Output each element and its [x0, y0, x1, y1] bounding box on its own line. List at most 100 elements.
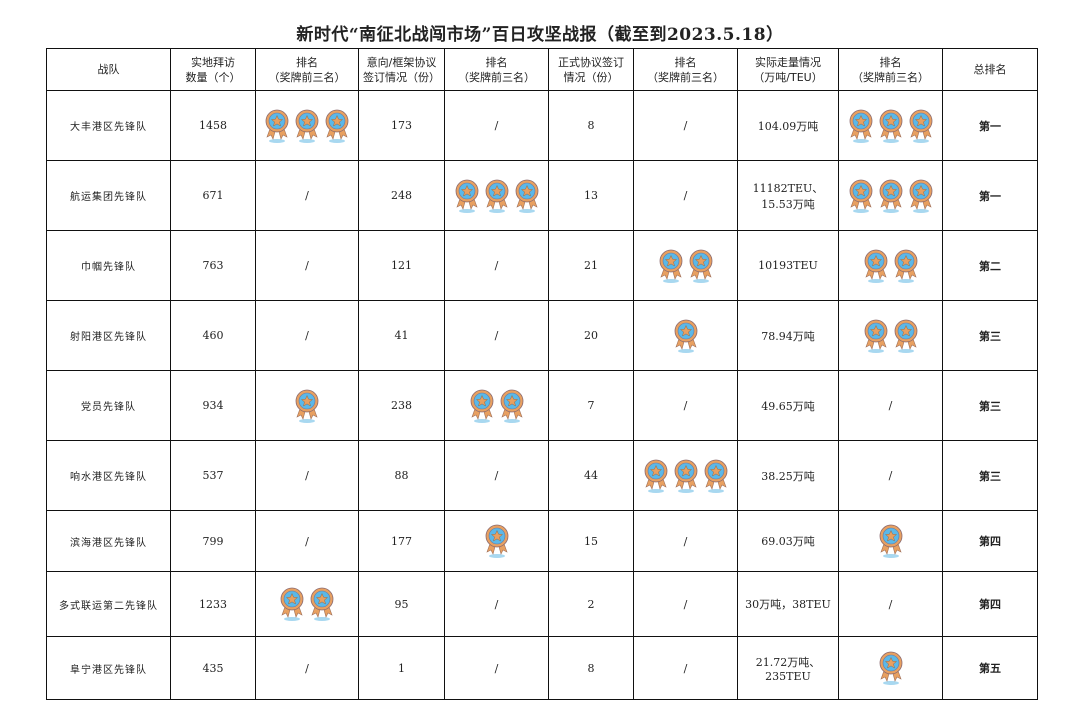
rank-medals-cell [633, 440, 738, 511]
volume-cell: 69.03万吨 [737, 510, 839, 572]
empty-mark: / [305, 329, 309, 342]
intent-cell: 95 [358, 571, 445, 637]
rank-medals-cell: / [633, 571, 738, 637]
formal-cell: 8 [548, 636, 634, 700]
team-cell: 大丰港区先锋队 [46, 90, 171, 161]
rank-medals-cell: / [444, 300, 549, 371]
medal-icon [659, 249, 682, 283]
total-cell: 第三 [942, 440, 1038, 511]
total-cell: 第四 [942, 510, 1038, 572]
rank-medals-cell: / [444, 90, 549, 161]
volume-cell: 78.94万吨 [737, 300, 839, 371]
rank-medals-cell [444, 370, 549, 441]
rank-medals-cell [255, 90, 359, 161]
formal-cell: 2 [548, 571, 634, 637]
empty-mark: / [888, 399, 893, 412]
rank-medals-cell [838, 300, 943, 371]
header-volume: 实际走量情况 （万吨/TEU） [737, 48, 839, 91]
table-row: 巾帼先锋队 763 / 121 / 21 10193TEU 第二 [46, 230, 1038, 301]
total-cell: 第一 [942, 90, 1038, 161]
medal-icon [879, 651, 902, 685]
table-row: 航运集团先锋队 671 / 248 13 / 11182TEU、15.53万吨 第一 [46, 160, 1038, 231]
volume-cell: 38.25万吨 [737, 440, 839, 511]
empty-mark: / [683, 189, 688, 202]
empty-mark: / [888, 469, 893, 482]
header-volume-rank: 排名 （奖牌前三名） [838, 48, 943, 91]
formal-cell: 15 [548, 510, 634, 572]
visits-cell: 1458 [170, 90, 256, 161]
empty-mark: / [305, 661, 309, 675]
rank-medals-cell: / [444, 440, 549, 511]
medal-icon [674, 319, 697, 353]
medal-icon [674, 459, 697, 493]
intent-cell: 177 [358, 510, 445, 572]
medal-icon [879, 109, 902, 143]
team-cell: 党员先锋队 [46, 370, 171, 441]
formal-cell: 44 [548, 440, 634, 511]
formal-cell: 13 [548, 160, 634, 231]
medal-icon [864, 249, 887, 283]
rank-medals-cell [838, 90, 943, 161]
formal-cell: 21 [548, 230, 634, 301]
medal-icon [515, 179, 538, 213]
empty-mark: / [683, 399, 688, 412]
total-cell: 第一 [942, 160, 1038, 231]
medal-icon [295, 389, 319, 423]
empty-mark: / [494, 661, 499, 675]
rank-medals-cell [633, 230, 738, 301]
medal-icon [894, 249, 917, 283]
intent-cell: 173 [358, 90, 445, 161]
empty-mark: / [683, 119, 688, 132]
rank-medals-cell: / [255, 510, 359, 572]
visits-cell: 671 [170, 160, 256, 231]
medal-icon [879, 179, 902, 213]
table-row: 大丰港区先锋队 1458 173 / 8 / 104.09万吨 第一 [46, 90, 1038, 161]
report-title: 新时代“南征北战闯市场”百日攻坚战报（截至到2023.5.18） [296, 25, 784, 45]
rank-medals-cell [444, 160, 549, 231]
medal-icon [894, 319, 917, 353]
medal-icon [310, 587, 334, 621]
rank-medals-cell [255, 370, 359, 441]
rank-medals-cell [255, 571, 359, 637]
team-cell: 阜宁港区先锋队 [46, 636, 171, 700]
team-cell: 航运集团先锋队 [46, 160, 171, 231]
medal-icon [500, 389, 523, 423]
medal-icon [849, 109, 872, 143]
rank-medals-cell: / [255, 440, 359, 511]
team-cell: 巾帼先锋队 [46, 230, 171, 301]
empty-mark: / [683, 534, 688, 548]
rank-medals-cell [633, 300, 738, 371]
medal-icon [295, 109, 319, 143]
medal-icon [909, 179, 932, 213]
empty-mark: / [494, 119, 499, 132]
rank-medals-cell: / [633, 510, 738, 572]
medal-icon [280, 587, 304, 621]
rank-medals-cell: / [444, 636, 549, 700]
total-cell: 第二 [942, 230, 1038, 301]
visits-cell: 460 [170, 300, 256, 371]
intent-cell: 41 [358, 300, 445, 371]
ranking-table: 战队 实地拜访 数量（个） 排名 （奖牌前三名） 意向/框架协议 签订情况（份） 排名 … [46, 48, 1038, 700]
table-row: 响水港区先锋队 537 / 88 / 44 38.25万吨 / 第三 [46, 440, 1038, 511]
rank-medals-cell: / [255, 300, 359, 371]
rank-medals-cell: / [633, 90, 738, 161]
intent-cell: 238 [358, 370, 445, 441]
medal-icon [485, 524, 508, 558]
rank-medals-cell [838, 510, 943, 572]
header-intent-rank: 排名 （奖牌前三名） [444, 48, 549, 91]
visits-cell: 934 [170, 370, 256, 441]
rank-medals-cell: / [838, 370, 943, 441]
visits-cell: 799 [170, 510, 256, 572]
header-visits: 实地拜访 数量（个） [170, 48, 256, 91]
medal-icon [909, 109, 932, 143]
volume-cell: 30万吨，38TEU [737, 571, 839, 637]
medal-icon [485, 179, 508, 213]
visits-cell: 763 [170, 230, 256, 301]
rank-medals-cell: / [444, 230, 549, 301]
rank-medals-cell [838, 636, 943, 700]
intent-cell: 248 [358, 160, 445, 231]
intent-cell: 1 [358, 636, 445, 700]
medal-icon [864, 319, 887, 353]
medal-icon [325, 109, 349, 143]
table-row: 多式联运第二先锋队 1233 95 / 2 / 30万吨，38TEU / 第四 [46, 571, 1038, 637]
